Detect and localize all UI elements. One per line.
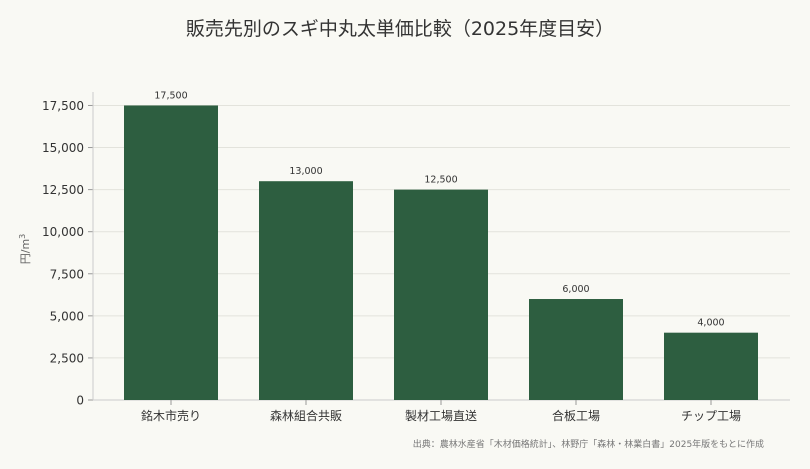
bar <box>529 299 623 400</box>
y-tick-label: 0 <box>76 394 84 408</box>
bar <box>664 332 758 400</box>
y-tick-label: 2,500 <box>50 351 84 365</box>
y-tick-label: 12,500 <box>42 183 84 197</box>
bar-value-label: 13,000 <box>289 166 322 177</box>
bar-value-label: 12,500 <box>424 175 457 186</box>
y-tick-label: 5,000 <box>50 309 84 323</box>
y-tick-label: 7,500 <box>50 267 84 281</box>
x-tick-label: 製材工場直送 <box>405 408 477 423</box>
bar <box>394 189 488 400</box>
bar-value-label: 6,000 <box>562 284 589 295</box>
chart-title: 販売先別のスギ中丸太単価比較（2025年度目安） <box>186 18 614 40</box>
y-tick-label: 10,000 <box>42 225 84 239</box>
y-axis-label: 円/m3 <box>18 234 32 265</box>
y-tick-label: 15,000 <box>42 141 84 155</box>
bar <box>259 181 353 400</box>
y-tick-label: 17,500 <box>42 99 84 113</box>
data-labels: 17,500 13,000 12,500 6,000 4,000 <box>154 90 724 328</box>
x-tick-label: 銘木市売り <box>141 408 201 423</box>
x-tick-label: 森林組合共販 <box>270 408 342 423</box>
x-tick-label: 合板工場 <box>552 408 600 423</box>
x-tick-label: チップ工場 <box>681 409 741 423</box>
bar-value-label: 17,500 <box>154 90 187 101</box>
bars <box>124 105 758 400</box>
bar <box>124 105 218 400</box>
source-note: 出典：農林水産省「木材価格統計」、林野庁「森林・林業白書」2025年版をもとに作… <box>413 438 764 450</box>
bar-value-label: 4,000 <box>697 318 724 329</box>
